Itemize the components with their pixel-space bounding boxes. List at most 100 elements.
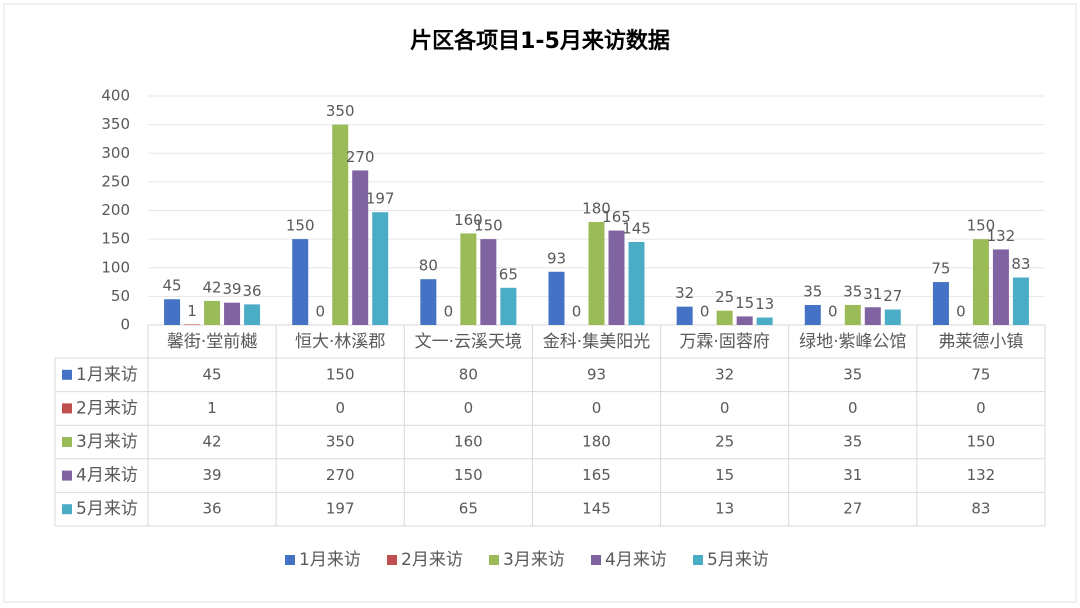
bar bbox=[932, 282, 949, 325]
chart-title: 片区各项目1-5月来访数据 bbox=[410, 28, 670, 54]
y-tick-label: 0 bbox=[120, 316, 130, 334]
table-cell: 132 bbox=[967, 466, 996, 484]
legend-label: 5月来访 bbox=[707, 550, 769, 570]
bar bbox=[992, 249, 1009, 325]
data-label: 65 bbox=[499, 265, 518, 283]
bar bbox=[372, 212, 389, 325]
data-label: 25 bbox=[715, 288, 734, 306]
data-label: 36 bbox=[243, 282, 262, 300]
bar bbox=[736, 316, 753, 325]
bar bbox=[1012, 277, 1029, 325]
table-cell: 350 bbox=[326, 433, 355, 451]
legend-key bbox=[387, 555, 397, 565]
table-row-header: 3月来访 bbox=[76, 432, 138, 452]
table-legend-key bbox=[62, 470, 72, 481]
data-label: 350 bbox=[326, 102, 355, 120]
table-cell: 83 bbox=[971, 500, 990, 518]
data-label: 80 bbox=[419, 257, 438, 275]
x-tick-label: 恒大·林溪郡 bbox=[295, 332, 385, 352]
table-cell: 1 bbox=[207, 399, 217, 417]
y-tick-label: 200 bbox=[101, 201, 130, 219]
table-cell: 75 bbox=[971, 365, 990, 383]
x-tick-label: 绿地·紫峰公馆 bbox=[799, 332, 906, 352]
data-label: 270 bbox=[346, 148, 375, 166]
table-cell: 32 bbox=[715, 365, 734, 383]
table-cell: 0 bbox=[976, 399, 986, 417]
table-cell: 165 bbox=[582, 466, 611, 484]
legend-key bbox=[285, 555, 295, 565]
bar bbox=[884, 309, 901, 325]
table-cell: 0 bbox=[720, 399, 730, 417]
x-tick-label: 金科·集美阳光 bbox=[543, 332, 650, 352]
y-tick-label: 300 bbox=[101, 144, 130, 162]
table-row-header: 1月来访 bbox=[76, 365, 138, 385]
bar bbox=[480, 239, 497, 325]
table-cell: 0 bbox=[464, 399, 474, 417]
table-cell: 0 bbox=[335, 399, 345, 417]
table-cell: 15 bbox=[715, 466, 734, 484]
y-tick-label: 250 bbox=[101, 172, 130, 190]
table-cell: 150 bbox=[454, 466, 483, 484]
data-label: 145 bbox=[622, 219, 651, 237]
data-label: 180 bbox=[582, 199, 611, 217]
data-label: 160 bbox=[454, 211, 483, 229]
y-tick-label: 350 bbox=[101, 115, 130, 133]
data-label: 39 bbox=[223, 280, 242, 298]
table-cell: 31 bbox=[843, 466, 862, 484]
bar bbox=[844, 304, 861, 325]
bar bbox=[756, 317, 773, 325]
table-cell: 35 bbox=[843, 433, 862, 451]
data-label: 150 bbox=[286, 217, 315, 235]
data-label: 0 bbox=[444, 303, 454, 321]
table-cell: 42 bbox=[203, 433, 222, 451]
data-label: 15 bbox=[735, 294, 754, 312]
table-cell: 145 bbox=[582, 500, 611, 518]
data-label: 150 bbox=[967, 217, 996, 235]
legend-key bbox=[489, 555, 499, 565]
legend-label: 3月来访 bbox=[503, 550, 565, 570]
bar bbox=[332, 124, 349, 325]
table-cell: 197 bbox=[326, 500, 355, 518]
data-label: 150 bbox=[474, 217, 503, 235]
data-label: 0 bbox=[828, 303, 838, 321]
x-tick-label: 馨街·堂前樾 bbox=[167, 332, 257, 352]
table-cell: 36 bbox=[203, 500, 222, 518]
y-tick-label: 400 bbox=[101, 87, 130, 105]
bar bbox=[716, 310, 733, 325]
legend-label: 1月来访 bbox=[299, 550, 361, 570]
bar bbox=[460, 233, 477, 325]
legend-label: 4月来访 bbox=[605, 550, 667, 570]
data-label: 197 bbox=[366, 190, 395, 208]
table-cell: 0 bbox=[848, 399, 858, 417]
x-tick-label: 万霖·固蓉府 bbox=[679, 332, 769, 352]
bar bbox=[972, 239, 989, 325]
table-cell: 25 bbox=[715, 433, 734, 451]
table-row-header: 2月来访 bbox=[76, 398, 138, 418]
data-label: 93 bbox=[547, 249, 566, 267]
bar bbox=[224, 302, 241, 325]
data-label: 35 bbox=[843, 282, 862, 300]
y-tick-label: 150 bbox=[101, 230, 130, 248]
data-label: 31 bbox=[863, 285, 882, 303]
legend-key bbox=[693, 555, 703, 565]
table-cell: 150 bbox=[967, 433, 996, 451]
data-label: 0 bbox=[315, 303, 325, 321]
bar bbox=[164, 299, 181, 325]
data-label: 1 bbox=[187, 302, 197, 320]
data-label: 165 bbox=[602, 208, 631, 226]
data-label: 45 bbox=[163, 277, 182, 295]
data-label: 83 bbox=[1011, 255, 1030, 273]
bar bbox=[244, 304, 261, 325]
table-cell: 0 bbox=[592, 399, 602, 417]
table-legend-key bbox=[62, 504, 72, 515]
bar bbox=[676, 306, 693, 325]
bar bbox=[804, 304, 821, 325]
bar bbox=[292, 239, 309, 325]
bar bbox=[864, 307, 881, 325]
table-cell: 39 bbox=[203, 466, 222, 484]
y-tick-label: 50 bbox=[111, 287, 130, 305]
data-label: 0 bbox=[956, 303, 966, 321]
data-label: 0 bbox=[700, 303, 710, 321]
data-label: 42 bbox=[203, 278, 222, 296]
table-legend-key bbox=[62, 437, 72, 447]
